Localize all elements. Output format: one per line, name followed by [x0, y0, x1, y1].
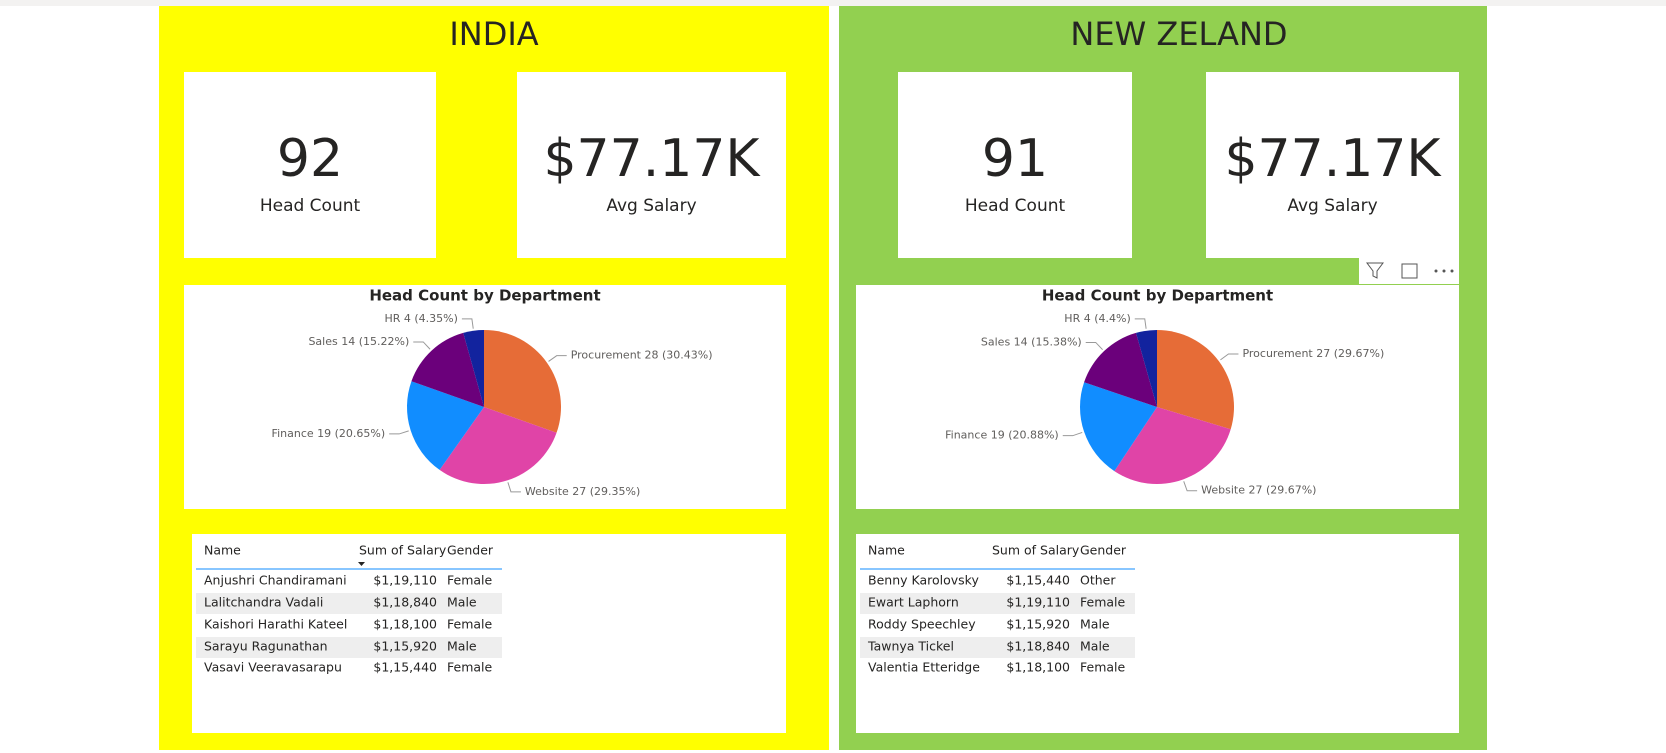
more-icon[interactable] — [1434, 269, 1454, 273]
kpi-label: Head Count — [965, 196, 1066, 216]
table-cell: Valentia Etteridge — [868, 660, 980, 675]
kpi-card — [898, 72, 1132, 258]
table-cell: Kaishori Harathi Kateel — [204, 617, 347, 632]
leader-line — [548, 355, 567, 362]
column-header: Name — [868, 543, 905, 558]
chart-title: Head Count by Department — [1042, 287, 1273, 305]
row-band — [860, 593, 1135, 614]
leader-line — [461, 318, 474, 329]
table-cell: Lalitchandra Vadali — [204, 595, 323, 610]
slice-label: Procurement 28 (30.43%) — [571, 349, 713, 362]
chart-title: Head Count by Department — [369, 287, 600, 305]
sort-arrow — [358, 562, 365, 566]
column-header: Gender — [1080, 543, 1127, 558]
table-cell: $1,15,440 — [373, 660, 437, 675]
leader-line — [389, 430, 409, 435]
pie-slice — [1114, 407, 1231, 484]
row-band — [196, 593, 502, 614]
row-band — [196, 637, 502, 658]
panel-title: INDIA — [449, 15, 538, 53]
slice-label: Finance 19 (20.65%) — [272, 427, 386, 440]
table-cell: Vasavi Veeravasarapu — [204, 660, 342, 675]
leader-line — [1085, 341, 1103, 351]
table-cell: Anjushri Chandiramani — [204, 573, 347, 588]
leader-line — [1062, 431, 1083, 437]
pie-slice — [1080, 382, 1157, 472]
kpi-label: Avg Salary — [606, 196, 696, 216]
table-box — [856, 534, 1459, 733]
slice-label: Website 27 (29.35%) — [525, 485, 640, 498]
kpi-label: Avg Salary — [1287, 196, 1377, 216]
pie-slice — [411, 332, 484, 407]
pie-slice — [407, 381, 484, 470]
table-cell: $1,18,840 — [1006, 639, 1070, 654]
leader-line — [1134, 318, 1147, 329]
column-header: Name — [204, 543, 241, 558]
table-cell: $1,18,840 — [373, 595, 437, 610]
row-band — [860, 637, 1135, 658]
pie-slice — [1084, 332, 1157, 407]
column-header: Sum of Salary — [992, 543, 1080, 558]
kpi-card — [1206, 72, 1459, 258]
kpi-label: Head Count — [260, 196, 361, 216]
panel-title: NEW ZELAND — [1070, 15, 1287, 53]
ribbon-strip — [0, 0, 1666, 6]
slice-label: Sales 14 (15.22%) — [308, 335, 409, 348]
slice-label: Procurement 27 (29.67%) — [1242, 347, 1384, 360]
pie-slice — [439, 407, 557, 484]
table-cell: Male — [1080, 639, 1110, 654]
pie-slice — [484, 330, 561, 433]
table-cell: $1,19,110 — [373, 573, 437, 588]
leader-line — [413, 341, 431, 350]
pie-slice — [1136, 330, 1157, 407]
table-cell: Female — [1080, 660, 1126, 675]
table-cell: Benny Karolovsky — [868, 573, 979, 588]
table-cell: Sarayu Ragunathan — [204, 639, 328, 654]
icon-bar — [1359, 258, 1459, 284]
kpi-value: 92 — [277, 129, 343, 189]
table-cell: $1,18,100 — [373, 617, 437, 632]
table-cell: Ewart Laphorn — [868, 595, 959, 610]
table-cell: $1,18,100 — [1006, 660, 1070, 675]
table-cell: Female — [447, 660, 493, 675]
slice-label: Website 27 (29.67%) — [1201, 484, 1316, 497]
kpi-card — [517, 72, 786, 258]
slice-label: Finance 19 (20.88%) — [945, 429, 1059, 442]
leader-line — [507, 482, 521, 493]
filter-icon[interactable] — [1366, 262, 1384, 279]
slice-label: HR 4 (4.35%) — [384, 312, 457, 325]
slice-label: HR 4 (4.4%) — [1064, 312, 1130, 325]
focus-icon[interactable] — [1401, 263, 1418, 279]
kpi-value: $77.17K — [543, 129, 761, 189]
table-cell: Female — [1080, 595, 1126, 610]
table-cell: Roddy Speechley — [868, 617, 976, 632]
table-cell: $1,15,440 — [1006, 573, 1070, 588]
column-header: Sum of Salary — [359, 543, 447, 558]
kpi-value: 91 — [982, 129, 1048, 189]
table-cell: $1,15,920 — [373, 639, 437, 654]
visual-header-icons — [1359, 258, 1459, 284]
pie-slice — [1157, 330, 1234, 430]
kpi-card — [184, 72, 436, 258]
column-header: Gender — [447, 543, 494, 558]
table-cell: Female — [447, 573, 493, 588]
table-cell: Male — [447, 639, 477, 654]
leader-line — [1220, 353, 1239, 361]
slice-label: Sales 14 (15.38%) — [981, 335, 1082, 348]
table-cell: Other — [1080, 573, 1116, 588]
table-cell: Female — [447, 617, 493, 632]
table-cell: $1,15,920 — [1006, 617, 1070, 632]
leader-line — [1183, 481, 1198, 492]
kpi-value: $77.17K — [1224, 129, 1442, 189]
pie-slice — [463, 330, 484, 407]
table-cell: Tawnya Tickel — [867, 639, 954, 654]
table-box — [192, 534, 786, 733]
table-cell: $1,19,110 — [1006, 595, 1070, 610]
table-cell: Male — [447, 595, 477, 610]
table-cell: Male — [1080, 617, 1110, 632]
